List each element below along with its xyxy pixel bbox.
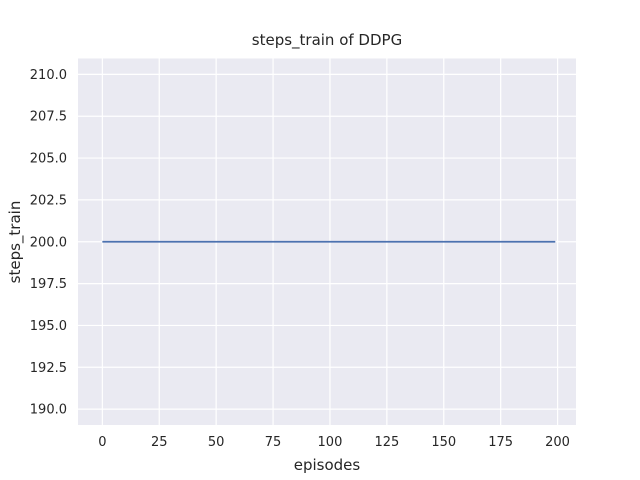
y-tick-label: 202.5 bbox=[30, 193, 67, 208]
x-tick-label: 50 bbox=[208, 435, 225, 450]
x-axis-label: episodes bbox=[293, 456, 361, 474]
y-tick-label: 190.0 bbox=[30, 403, 67, 418]
y-tick-label: 197.5 bbox=[30, 277, 67, 292]
y-tick-label: 210.0 bbox=[30, 68, 67, 83]
x-tick-label: 75 bbox=[265, 435, 282, 450]
x-tick-label: 25 bbox=[151, 435, 168, 450]
x-tick-label: 100 bbox=[318, 435, 343, 450]
y-tick-label: 205.0 bbox=[30, 152, 67, 167]
x-tick-label: 175 bbox=[488, 435, 513, 450]
x-tick-label: 150 bbox=[431, 435, 456, 450]
x-tick-label: 125 bbox=[374, 435, 399, 450]
y-tick-label: 200.0 bbox=[30, 235, 67, 250]
y-tick-label: 192.5 bbox=[30, 361, 67, 376]
x-tick-label: 0 bbox=[98, 435, 106, 450]
y-tick-label: 207.5 bbox=[30, 110, 67, 125]
y-axis-label: steps_train bbox=[6, 200, 24, 284]
chart-title: steps_train of DDPG bbox=[251, 31, 403, 49]
x-tick-label: 200 bbox=[545, 435, 570, 450]
y-tick-label: 195.0 bbox=[30, 319, 67, 334]
